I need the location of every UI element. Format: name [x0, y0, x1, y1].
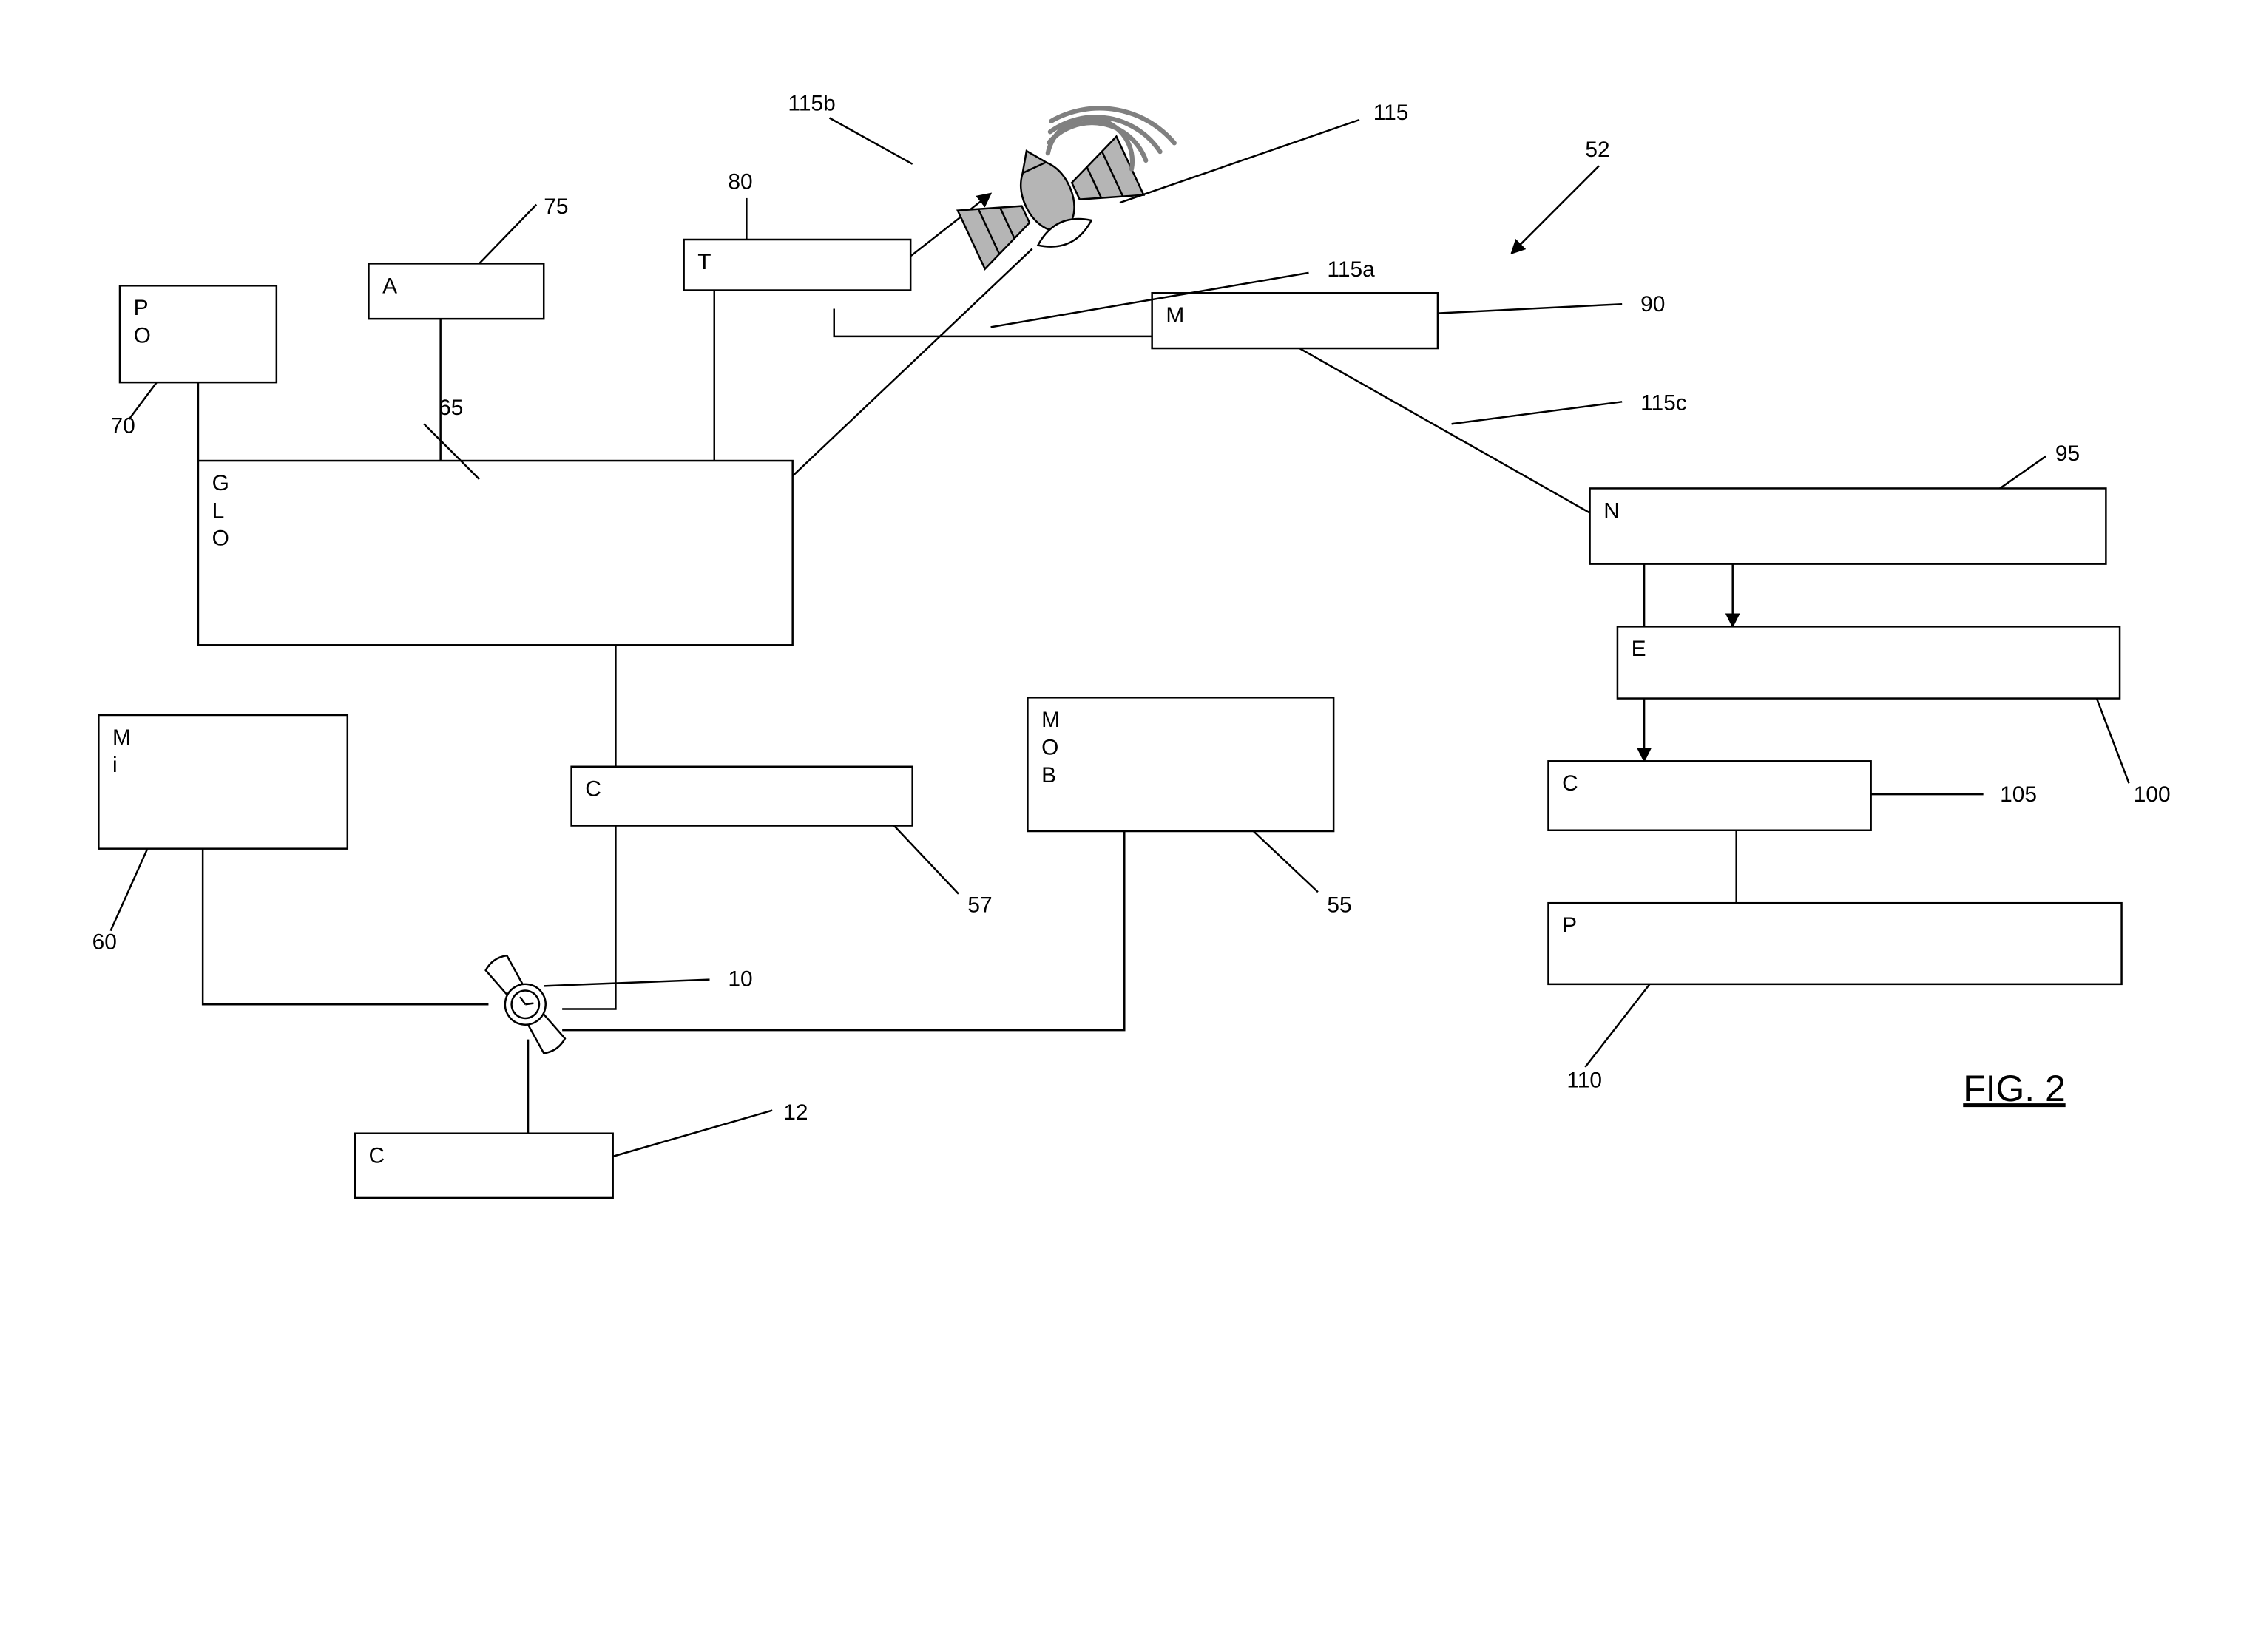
box-compute	[572, 767, 913, 826]
lead-w10	[544, 980, 709, 986]
lead-compute	[894, 826, 959, 894]
watch-icon	[478, 949, 573, 1060]
lead-parent	[1585, 984, 1649, 1067]
box-gps	[198, 461, 793, 645]
lead-w115b	[830, 118, 913, 164]
ref-w10: 10	[728, 967, 752, 991]
ref-parent: 110	[1566, 1068, 1602, 1092]
ref-mobile: 55	[1327, 893, 1351, 918]
ref-memory: 90	[1640, 292, 1665, 316]
ref-w52: 52	[1585, 138, 1609, 162]
nodes-layer: POATMGLOMiCMOBCNECP	[98, 240, 2121, 1198]
lead-memory	[1438, 304, 1622, 313]
box-parent	[1548, 903, 2121, 984]
satellite-icon	[940, 78, 1194, 280]
box-label-parent-0: P	[1562, 913, 1577, 938]
box-label-gps-0: G	[212, 471, 229, 495]
box-label-mobile-2: B	[1041, 763, 1056, 788]
ref-antenna: 75	[544, 194, 568, 219]
box-label-gps-1: L	[212, 498, 225, 523]
ref-network: 95	[2055, 441, 2080, 466]
edge-transmit-memory	[834, 308, 1152, 336]
box-mic	[98, 715, 347, 849]
box-label-mic-1: i	[112, 753, 118, 777]
edges-layer	[198, 194, 1737, 1134]
lead-network	[2000, 456, 2046, 489]
edge-compute-watch	[562, 826, 615, 1009]
box-label-mobile-0: M	[1041, 708, 1060, 732]
lead-mic	[111, 849, 148, 931]
ref-power: 70	[111, 414, 135, 439]
box-label-power-1: O	[134, 324, 151, 348]
box-memory	[1152, 293, 1438, 348]
lead-w115	[1120, 120, 1359, 203]
box-label-memory-0: M	[1166, 303, 1184, 328]
box-emergency	[1618, 626, 2120, 698]
diagram-canvas: POATMGLOMiCMOBCNECP 70758090656057551295…	[0, 0, 2258, 1253]
box-label-power-0: P	[134, 296, 149, 320]
box-transmit	[684, 240, 911, 291]
box-mobile	[1027, 697, 1333, 831]
box-label-antenna-0: A	[382, 274, 397, 298]
ref-child: 12	[783, 1100, 808, 1125]
ref-compute: 57	[967, 893, 992, 918]
ref-mic: 60	[92, 930, 117, 955]
box-child	[355, 1134, 613, 1198]
box-label-compute-0: C	[585, 777, 601, 802]
edge-mobile-watch	[562, 831, 1124, 1030]
figure-label: FIG. 2	[1963, 1068, 2065, 1109]
ref-w115a: 115a	[1327, 257, 1375, 282]
box-label-computer-0: C	[1562, 771, 1578, 796]
ref-transmit: 80	[728, 169, 752, 194]
lead-w52	[1512, 166, 1599, 253]
lead-emergency	[2097, 699, 2129, 784]
lead-mobile	[1254, 831, 1318, 892]
ref-computer: 105	[2000, 782, 2037, 807]
ref-w115b: 115b	[788, 92, 835, 116]
box-computer	[1548, 761, 1870, 830]
box-label-gps-2: O	[212, 527, 229, 551]
lead-w115c	[1452, 402, 1623, 424]
box-label-emergency-0: E	[1632, 637, 1646, 661]
box-label-network-0: N	[1603, 498, 1620, 523]
ref-gps: 65	[439, 396, 463, 420]
box-label-transmit-0: T	[697, 250, 711, 274]
ref-w115c: 115c	[1640, 391, 1687, 416]
ref-emergency: 100	[2134, 782, 2171, 807]
lead-antenna	[479, 205, 536, 264]
box-label-mic-0: M	[112, 725, 131, 750]
edge-mic-watch	[203, 847, 488, 1004]
lead-child	[613, 1111, 773, 1157]
ref-w115: 115	[1373, 101, 1409, 125]
box-network	[1590, 488, 2106, 563]
box-label-mobile-1: O	[1041, 736, 1058, 760]
box-label-child-0: C	[368, 1144, 385, 1168]
